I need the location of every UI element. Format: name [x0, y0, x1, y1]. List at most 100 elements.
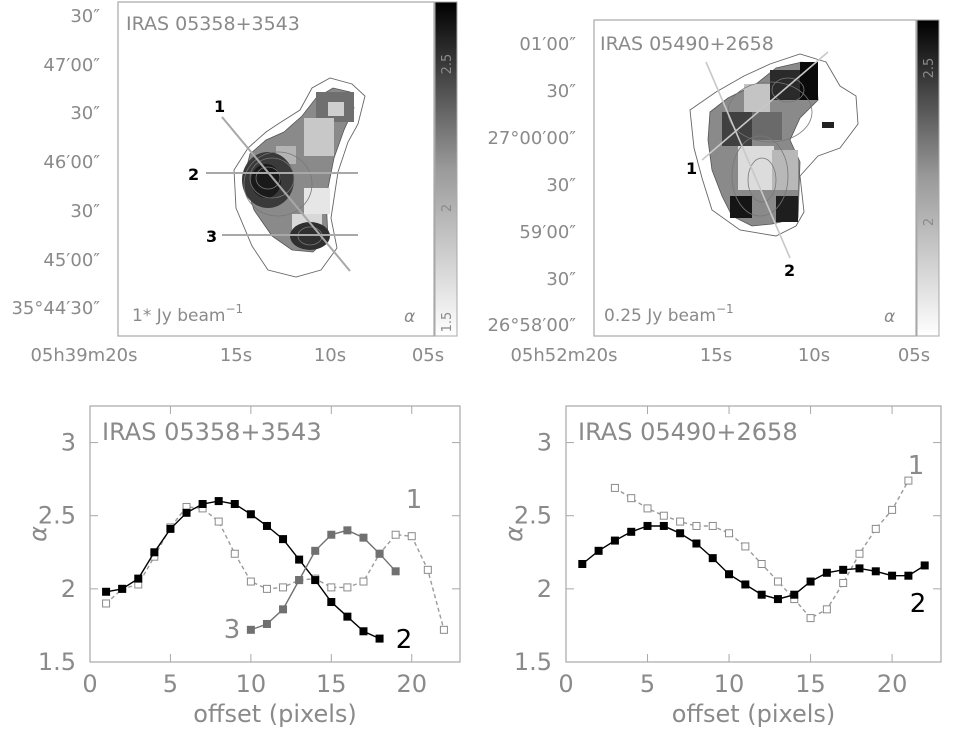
map-1-ra-tick: 05s	[412, 345, 444, 366]
data-point-series-2	[311, 576, 320, 585]
map-2-image	[689, 51, 859, 259]
x-tick-label: 15	[795, 670, 826, 698]
x-tick-label: 0	[558, 670, 573, 698]
map-1-image	[206, 77, 366, 278]
map-1-colorbar-tick: 2.5	[440, 54, 455, 75]
data-point-series-2	[343, 612, 352, 621]
series-line-3	[250, 529, 397, 631]
data-point-series-2	[806, 577, 815, 586]
data-point-series-2	[839, 565, 848, 574]
series-label-2: 2	[910, 589, 927, 619]
data-point-series-2	[659, 521, 668, 530]
plot-frame	[565, 405, 942, 663]
data-point-series-1	[230, 549, 239, 558]
map-2-dec-tick: 01′00″	[519, 34, 576, 55]
data-point-series-1	[904, 476, 913, 485]
map-2-cut-label-2: 2	[784, 261, 795, 280]
x-tick-label: 20	[877, 670, 908, 698]
data-point-series-1	[692, 521, 701, 530]
data-point-series-2	[757, 590, 766, 599]
cut-line-1	[701, 51, 829, 161]
map-2-colorbar	[916, 19, 940, 337]
data-point-series-2	[610, 536, 619, 545]
map-1-cut-label-1: 1	[214, 97, 225, 116]
data-point-series-1	[279, 583, 288, 592]
data-point-series-2	[790, 590, 799, 599]
x-tick-label: 10	[714, 670, 745, 698]
data-point-series-1	[343, 583, 352, 592]
data-point-series-1	[888, 505, 897, 514]
data-point-series-3	[359, 533, 368, 542]
data-point-series-1	[855, 549, 864, 558]
map-2-ra-tick: 10s	[798, 345, 830, 366]
data-point-series-2	[246, 510, 255, 519]
data-point-series-2	[327, 598, 336, 607]
data-point-series-1	[806, 614, 815, 623]
map-2-colorbar-tick: 2	[922, 218, 937, 226]
series-line-2	[105, 500, 380, 640]
y-tick-label: 1.5	[38, 648, 76, 676]
data-point-series-2	[230, 500, 239, 509]
data-point-series-2	[692, 539, 701, 548]
map-2-ra-tick: 15s	[700, 345, 732, 366]
map-1-title: IRAS 05358+3543	[126, 13, 300, 35]
x-tick-label: 10	[236, 670, 267, 698]
data-point-series-2	[741, 580, 750, 589]
map-1-dec-tick: 30″	[70, 6, 100, 27]
data-point-series-2	[182, 508, 191, 517]
data-point-series-2	[214, 497, 223, 506]
data-point-series-1	[246, 577, 255, 586]
map-1-alpha-symbol: α	[404, 307, 415, 327]
data-point-series-1	[643, 504, 652, 513]
chart-title: IRAS 05358+3543	[102, 418, 322, 446]
data-point-series-2	[262, 521, 271, 530]
map-1-colorbar-tick: 2	[440, 204, 455, 212]
map-2-beam-label: 0.25 Jy beam	[604, 306, 716, 326]
data-point-series-2	[725, 570, 734, 579]
data-point-series-1	[773, 577, 782, 586]
series-label-1: 1	[406, 485, 423, 515]
alpha-profile-chart-1: 0 5 10 15 20 1.5 2 2.5 3 IRAS 05358+3543 offset (p…	[24, 405, 461, 728]
data-point-series-2	[359, 627, 368, 636]
map-2-dec-tick: 26°58′00″	[487, 315, 576, 336]
series-line-1	[105, 506, 445, 630]
data-point-series-1	[757, 559, 766, 568]
data-point-series-2	[708, 554, 717, 563]
cut-line-2	[705, 61, 791, 259]
map-2-title: IRAS 05490+2658	[600, 33, 774, 55]
data-point-series-3	[375, 549, 384, 558]
data-point-series-2	[594, 546, 603, 555]
data-point-series-2	[166, 524, 175, 533]
map-panel-1: IRAS 05358+3543 1 2 3 1* Jy beam−1 α 30″…	[11, 1, 458, 366]
x-tick-label: 20	[396, 670, 427, 698]
map-1-beam-text: 1* Jy beam−1	[132, 302, 243, 326]
data-point-series-1	[407, 532, 416, 541]
data-point-series-1	[627, 494, 636, 503]
y-tick-label: 3	[61, 429, 76, 457]
map-1-cut-label-2: 2	[188, 165, 199, 184]
cut-line-1	[221, 116, 351, 272]
data-point-series-2	[676, 529, 685, 538]
x-axis-label: offset (pixels)	[193, 700, 357, 728]
map-2-cut-label-1: 1	[686, 159, 697, 178]
x-tick-label: 0	[82, 670, 97, 698]
series-label-3: 3	[224, 615, 241, 645]
y-tick-label: 3	[537, 429, 552, 457]
map-1-ra-tick: 10s	[314, 345, 346, 366]
data-point-series-3	[327, 530, 336, 539]
map-1-ra-tick: 15s	[220, 345, 252, 366]
y-tick-label: 2.5	[514, 502, 552, 530]
data-point-series-3	[262, 619, 271, 628]
data-point-series-1	[676, 517, 685, 526]
x-tick-label: 5	[163, 670, 178, 698]
data-point-series-2	[375, 634, 384, 643]
map-1-cut-label-3: 3	[206, 227, 217, 246]
data-point-series-2	[102, 587, 111, 596]
data-point-series-2	[134, 574, 143, 583]
data-point-series-2	[904, 571, 913, 580]
map-1-colorbar	[434, 1, 458, 337]
data-point-series-2	[822, 568, 831, 577]
map-1-dec-tick: 46′00″	[43, 152, 100, 173]
data-point-series-1	[359, 577, 368, 586]
